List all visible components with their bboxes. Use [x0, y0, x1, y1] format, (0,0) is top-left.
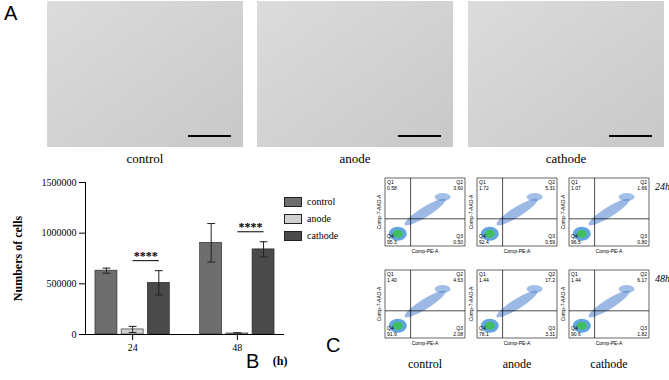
svg-text:****: ****	[238, 220, 262, 234]
svg-text:Q3: Q3	[456, 325, 463, 331]
svg-text:0.59: 0.59	[545, 239, 555, 245]
svg-text:Comp-7-AAD-A: Comp-7-AAD-A	[468, 286, 474, 321]
svg-text:Q3: Q3	[640, 325, 647, 331]
svg-text:90.6: 90.6	[571, 331, 581, 337]
svg-text:24: 24	[128, 342, 138, 353]
svg-text:(h): (h)	[273, 354, 288, 368]
svg-text:Q4: Q4	[571, 233, 578, 239]
svg-text:Q4: Q4	[387, 233, 394, 239]
svg-text:Comp-PE-A: Comp-PE-A	[596, 340, 623, 346]
svg-text:4.63: 4.63	[453, 277, 463, 283]
svg-text:78.1: 78.1	[479, 331, 489, 337]
svg-text:Q1: Q1	[479, 271, 486, 277]
svg-text:5.31: 5.31	[545, 185, 555, 191]
svg-text:Q1: Q1	[479, 179, 486, 185]
svg-text:3.60: 3.60	[453, 185, 463, 191]
svg-text:anode: anode	[339, 151, 370, 166]
svg-text:Q4: Q4	[571, 325, 578, 331]
html-text:A: A	[4, 2, 18, 24]
svg-text:3.31: 3.31	[545, 331, 555, 337]
html-text:anode: anode	[307, 213, 331, 224]
svg-text:Comp-7-AAD-A: Comp-7-AAD-A	[376, 194, 382, 229]
svg-text:1.66: 1.66	[637, 185, 647, 191]
svg-text:24h: 24h	[655, 181, 669, 192]
svg-text:Comp-7-AAD-A: Comp-7-AAD-A	[560, 286, 566, 321]
svg-text:0.58: 0.58	[387, 185, 397, 191]
html-text:C: C	[326, 334, 341, 356]
svg-text:Comp-7-AAD-A: Comp-7-AAD-A	[560, 194, 566, 229]
svg-text:48: 48	[232, 342, 242, 353]
svg-text:1.82: 1.82	[637, 331, 647, 337]
svg-text:Q1: Q1	[571, 179, 578, 185]
svg-text:Comp-PE-A: Comp-PE-A	[412, 340, 439, 346]
svg-text:anode: anode	[503, 357, 532, 371]
svg-text:Q2: Q2	[456, 271, 463, 277]
svg-text:Q4: Q4	[387, 325, 394, 331]
svg-text:Comp-PE-A: Comp-PE-A	[504, 340, 531, 346]
svg-text:2.08: 2.08	[453, 331, 463, 337]
svg-text:****: ****	[134, 249, 158, 263]
svg-text:1.07: 1.07	[571, 185, 581, 191]
svg-text:92.4: 92.4	[479, 239, 489, 245]
html-text:control: control	[307, 196, 336, 207]
svg-text:Comp-7-AAD-A: Comp-7-AAD-A	[376, 286, 382, 321]
html-text:cathode: cathode	[307, 230, 339, 241]
svg-text:control: control	[127, 151, 164, 166]
svg-text:0: 0	[72, 329, 77, 340]
svg-text:Numbers of cells: Numbers of cells	[11, 216, 25, 302]
svg-text:Q3: Q3	[548, 325, 555, 331]
svg-text:Q2: Q2	[548, 179, 555, 185]
svg-text:91.9: 91.9	[387, 331, 397, 337]
svg-text:Q3: Q3	[456, 233, 463, 239]
svg-text:500000: 500000	[47, 278, 77, 289]
svg-text:1.44: 1.44	[571, 277, 581, 283]
svg-text:1000000: 1000000	[42, 227, 77, 238]
svg-text:0.50: 0.50	[453, 239, 463, 245]
svg-text:Q2: Q2	[640, 179, 647, 185]
svg-text:Comp-PE-A: Comp-PE-A	[412, 248, 439, 254]
svg-text:95.3: 95.3	[387, 239, 397, 245]
svg-text:Q1: Q1	[387, 179, 394, 185]
svg-text:Q2: Q2	[548, 271, 555, 277]
svg-text:1.44: 1.44	[479, 277, 489, 283]
svg-text:1.40: 1.40	[387, 277, 397, 283]
svg-text:cathode: cathode	[546, 151, 587, 166]
html-text:B: B	[246, 350, 260, 372]
svg-text:Comp-PE-A: Comp-PE-A	[504, 248, 531, 254]
svg-text:17.2: 17.2	[545, 277, 555, 283]
svg-text:control: control	[408, 357, 443, 371]
svg-text:1500000: 1500000	[42, 177, 77, 188]
svg-text:96.5: 96.5	[571, 239, 581, 245]
svg-text:Comp-PE-A: Comp-PE-A	[596, 248, 623, 254]
svg-text:Q4: Q4	[479, 325, 486, 331]
svg-text:Q3: Q3	[640, 233, 647, 239]
svg-text:1.72: 1.72	[479, 185, 489, 191]
svg-text:Q1: Q1	[387, 271, 394, 277]
svg-text:Q2: Q2	[640, 271, 647, 277]
svg-text:Q2: Q2	[456, 179, 463, 185]
svg-text:Q1: Q1	[571, 271, 578, 277]
svg-text:cathode: cathode	[590, 357, 627, 371]
svg-text:Q3: Q3	[548, 233, 555, 239]
svg-text:6.17: 6.17	[637, 277, 647, 283]
svg-text:Comp-7-AAD-A: Comp-7-AAD-A	[468, 194, 474, 229]
svg-text:48h: 48h	[655, 273, 669, 284]
svg-text:0.80: 0.80	[637, 239, 647, 245]
svg-text:Q4: Q4	[479, 233, 486, 239]
